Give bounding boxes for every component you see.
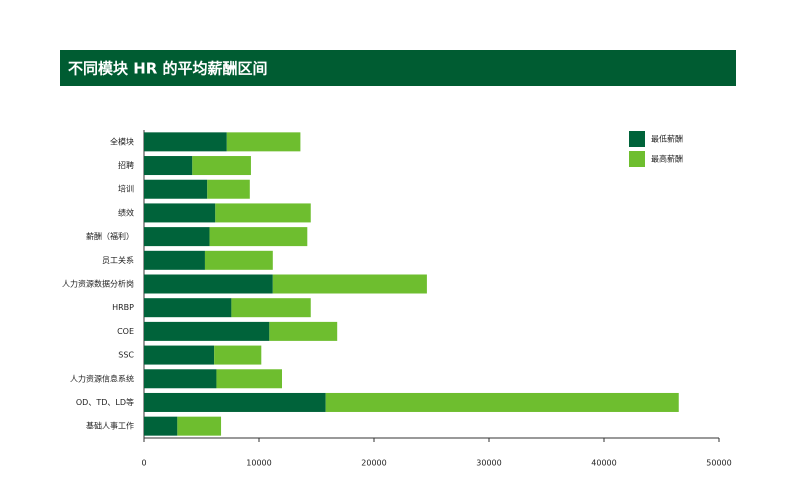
bar-segment — [204, 250, 273, 270]
y-tick-label: 培训 — [118, 184, 134, 194]
bar-segment — [144, 274, 273, 294]
bar-segment — [144, 227, 210, 247]
bar-segment — [269, 321, 338, 341]
bar-segment — [144, 156, 193, 176]
y-tick-label: 全模块 — [110, 136, 134, 146]
bar-segment — [192, 156, 251, 176]
bar-segment — [177, 416, 222, 436]
bar-segment — [144, 250, 205, 270]
x-tick-label: 30000 — [476, 459, 501, 468]
y-tick-label: 薪酬（福利） — [86, 231, 134, 241]
y-tick-label: 招聘 — [118, 160, 134, 170]
y-tick-label: HRBP — [112, 303, 134, 312]
y-tick-label: 基础人事工作 — [86, 421, 134, 431]
bar-segment — [144, 321, 270, 341]
bar-segment — [272, 274, 427, 294]
chart-title: 不同模块 HR 的平均薪酬区间 — [68, 60, 268, 78]
bar-segment — [231, 298, 311, 318]
x-tick-label: 10000 — [246, 459, 271, 468]
bar-segment — [144, 179, 208, 199]
y-tick-label: 员工关系 — [102, 255, 134, 265]
bar-segment — [144, 369, 217, 389]
x-tick-label: 20000 — [361, 459, 386, 468]
bar-segment — [144, 416, 178, 436]
legend-label: 最高薪酬 — [651, 154, 683, 164]
x-tick-label: 0 — [141, 459, 146, 468]
y-tick-label: OD、TD、LD等 — [76, 397, 134, 407]
x-tick-label: 50000 — [706, 459, 731, 468]
y-tick-label: 绩效 — [118, 207, 134, 217]
legend-label: 最低薪酬 — [651, 134, 683, 144]
bar-segment — [144, 298, 232, 318]
legend-swatch — [629, 131, 645, 147]
legend-swatch — [629, 151, 645, 167]
bar-segment — [216, 369, 282, 389]
bar-segment — [214, 345, 262, 365]
bar-segment — [215, 203, 311, 223]
y-tick-label: 人力资源数据分析岗 — [62, 279, 134, 289]
y-tick-label: 人力资源信息系统 — [70, 373, 134, 383]
bar-segment — [209, 227, 308, 247]
title-bar — [60, 50, 736, 86]
y-tick-label: SSC — [118, 351, 134, 360]
bar-segment — [144, 203, 216, 223]
bar-segment — [144, 392, 326, 412]
bar-segment — [226, 132, 301, 152]
bar-segment — [325, 392, 679, 412]
x-tick-label: 40000 — [591, 459, 616, 468]
bar-segment — [207, 179, 250, 199]
bar-segment — [144, 345, 215, 365]
bar-segment — [144, 132, 227, 152]
y-tick-label: COE — [117, 327, 134, 336]
